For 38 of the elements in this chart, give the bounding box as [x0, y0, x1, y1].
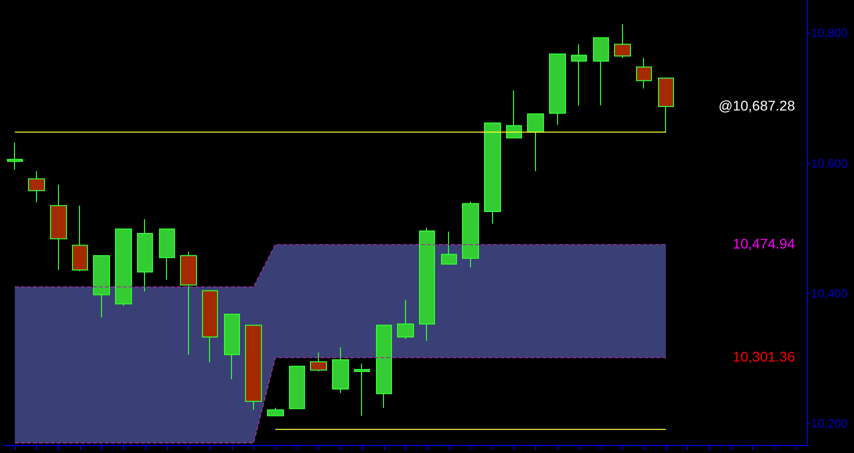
candlestick: [593, 37, 609, 106]
candlestick: [267, 407, 284, 417]
candlestick: [115, 228, 132, 306]
y-tick-label: 10,200: [811, 416, 848, 431]
candlestick: [180, 251, 197, 356]
candlestick: [506, 90, 522, 138]
candlestick: [50, 184, 67, 270]
candlestick: [159, 228, 175, 280]
candlestick: [571, 44, 587, 106]
text: 10,474.94: [732, 236, 796, 252]
candlestick: [376, 324, 392, 408]
candlestick: [310, 352, 327, 372]
candlestick: [484, 122, 501, 224]
candlestick: [614, 24, 631, 58]
candlestick: [354, 363, 370, 416]
candlestick: [636, 57, 652, 89]
candlestick: [93, 255, 110, 318]
candlestick: [224, 314, 240, 380]
y-tick-label: 10,800: [811, 26, 848, 40]
candlestick: [202, 290, 218, 363]
candlestick: [72, 205, 88, 272]
candlestick: [527, 113, 544, 172]
candlestick: [441, 231, 457, 265]
candlestick: [397, 299, 414, 340]
candlestick: [28, 170, 45, 203]
candlestick: [245, 324, 262, 410]
candlestick: [137, 218, 153, 292]
candlestick: [419, 227, 435, 342]
candlestick: [658, 78, 674, 134]
y-tick-label: 10,600: [811, 156, 848, 170]
candlestick: [289, 365, 305, 410]
y-tick-label: 10,400: [811, 286, 848, 300]
candlestick: [332, 346, 349, 394]
candlestick: [462, 201, 479, 268]
text: @10,687.28: [718, 98, 796, 114]
text: 10,301.36: [732, 348, 796, 365]
candlestick: [7, 142, 23, 170]
candlestick: [549, 54, 566, 126]
